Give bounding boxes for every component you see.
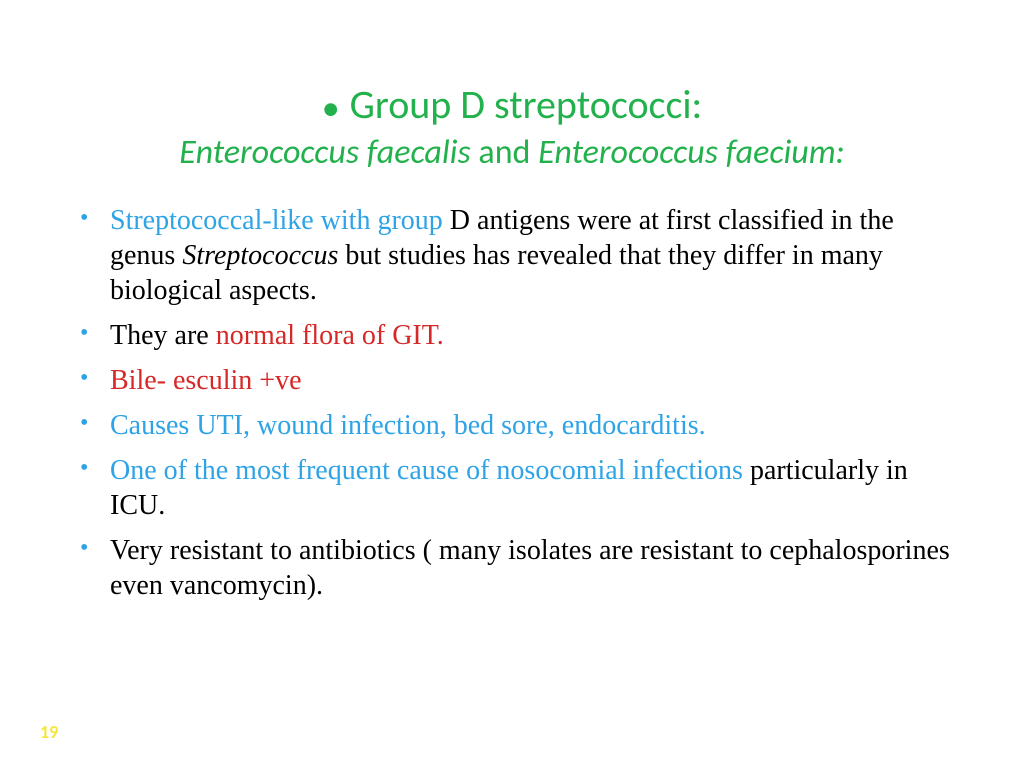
text-span: Very resistant to antibiotics ( many iso… bbox=[110, 535, 950, 601]
text-span: Bile- esculin +ve bbox=[110, 365, 302, 396]
title-species-2: Enterococcus faecium: bbox=[538, 132, 845, 173]
list-item: Very resistant to antibiotics ( many iso… bbox=[110, 533, 954, 603]
text-span: One of the most frequent cause of nosoco… bbox=[110, 455, 750, 486]
list-item: Streptococcal-like with group D antigens… bbox=[110, 203, 954, 308]
title-line2: Enterococcus faecalis and Enterococcus f… bbox=[70, 132, 954, 173]
list-item: One of the most frequent cause of nosoco… bbox=[110, 453, 954, 523]
bullet-icon: • bbox=[322, 86, 340, 130]
slide: •Group D streptococci: Enterococcus faec… bbox=[0, 0, 1024, 768]
text-span: They are bbox=[110, 320, 216, 351]
slide-title: •Group D streptococci: Enterococcus faec… bbox=[70, 80, 954, 173]
text-span: Streptococcal-like with group bbox=[110, 205, 450, 236]
text-span: normal flora of GIT. bbox=[216, 320, 444, 351]
list-item: They are normal flora of GIT. bbox=[110, 318, 954, 353]
title-species-1: Enterococcus faecalis bbox=[179, 132, 470, 173]
text-span: Streptococcus bbox=[182, 240, 338, 271]
text-span: Causes UTI, wound infection, bed sore, e… bbox=[110, 410, 706, 441]
page-number: 19 bbox=[40, 721, 58, 743]
title-text-1: Group D streptococci: bbox=[350, 80, 703, 129]
list-item: Causes UTI, wound infection, bed sore, e… bbox=[110, 408, 954, 443]
title-line1: •Group D streptococci: bbox=[70, 80, 954, 130]
title-and: and bbox=[471, 132, 538, 173]
content-list: Streptococcal-like with group D antigens… bbox=[70, 203, 954, 603]
list-item: Bile- esculin +ve bbox=[110, 363, 954, 398]
